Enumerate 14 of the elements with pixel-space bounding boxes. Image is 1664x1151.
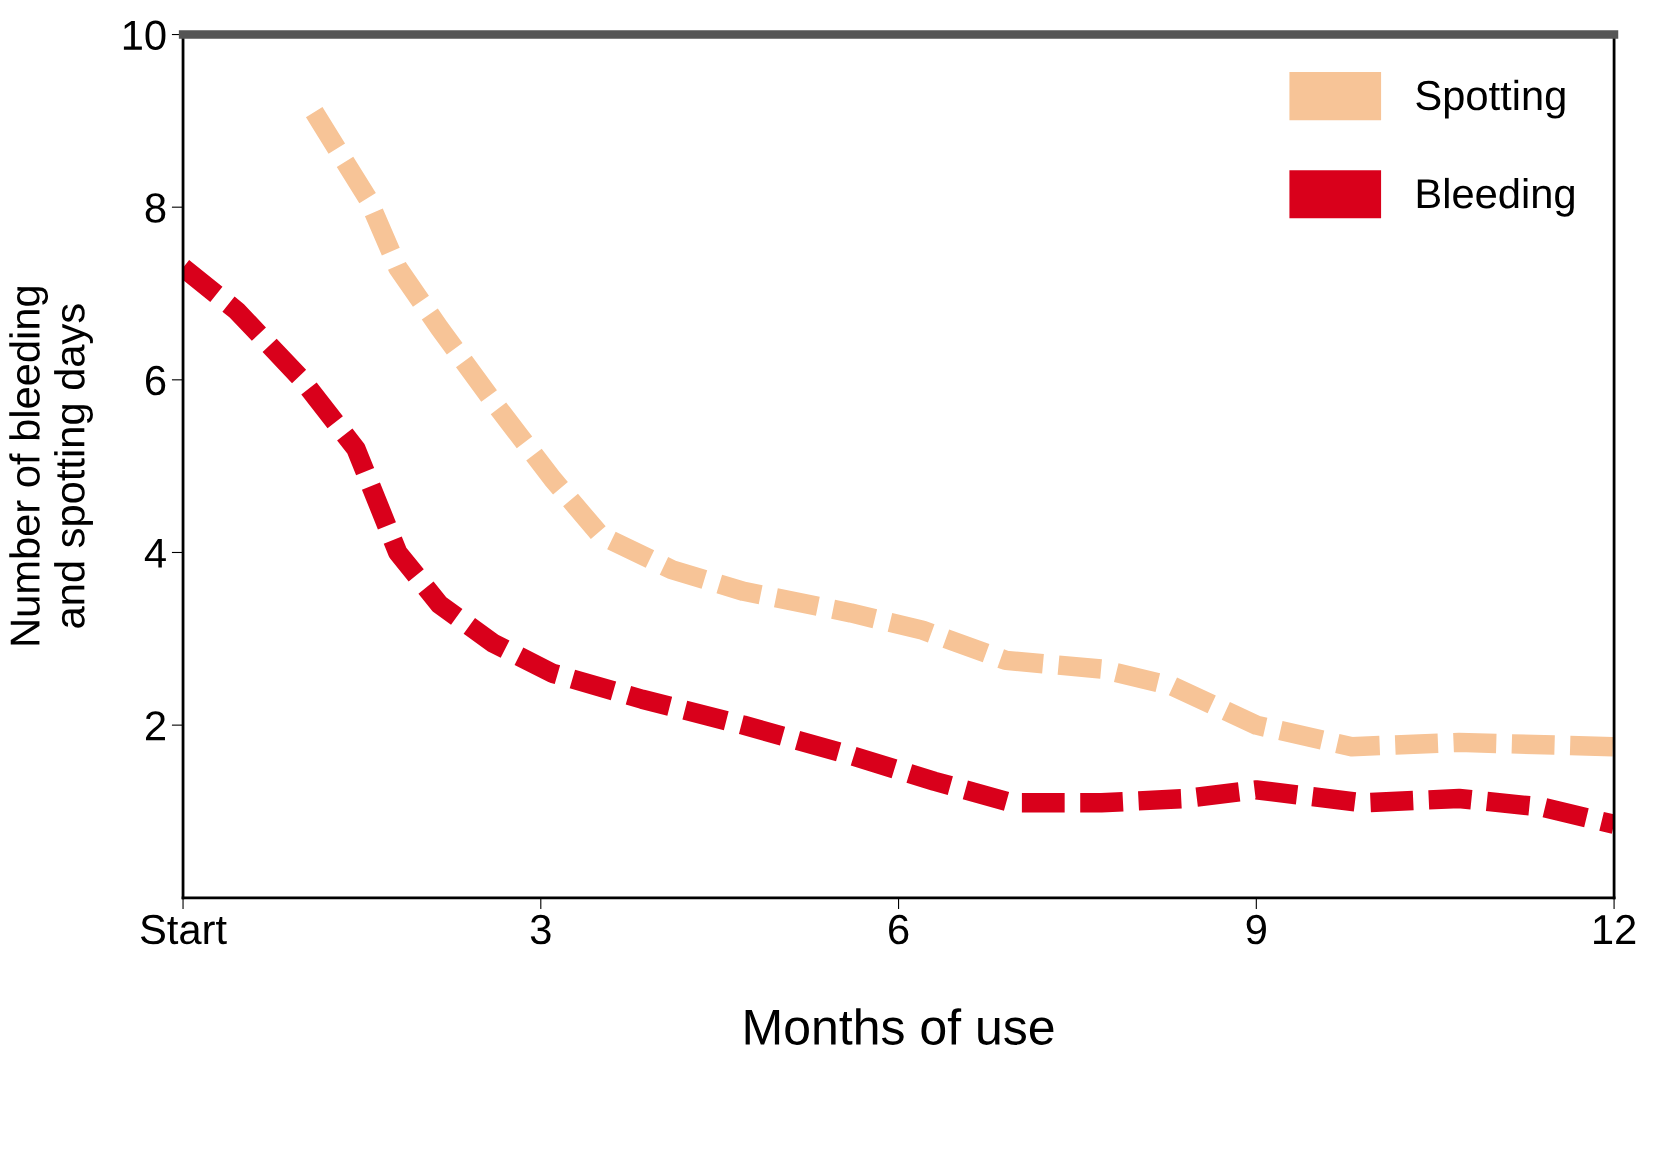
y-tick-label: 2: [145, 711, 165, 741]
x-axis-title: Months of use: [745, 1008, 1054, 1045]
y-tick-label: 6: [146, 365, 166, 396]
x-tick-label: 9: [1246, 914, 1266, 945]
y-tick-label: 10: [123, 20, 166, 51]
legend-label: Spotting: [1416, 79, 1565, 119]
x-tick-label: 6: [889, 914, 909, 945]
y-tick-label: 4: [144, 538, 166, 568]
y-tick-label: 8: [145, 193, 166, 223]
x-tick-label: 3: [530, 914, 551, 945]
y-axis-title: Number of bleeding and spotting days: [9, 287, 93, 645]
x-tick-label: Start: [140, 914, 227, 945]
x-tick-label: 12: [1594, 914, 1636, 944]
legend-label: Bleeding: [1417, 177, 1574, 217]
